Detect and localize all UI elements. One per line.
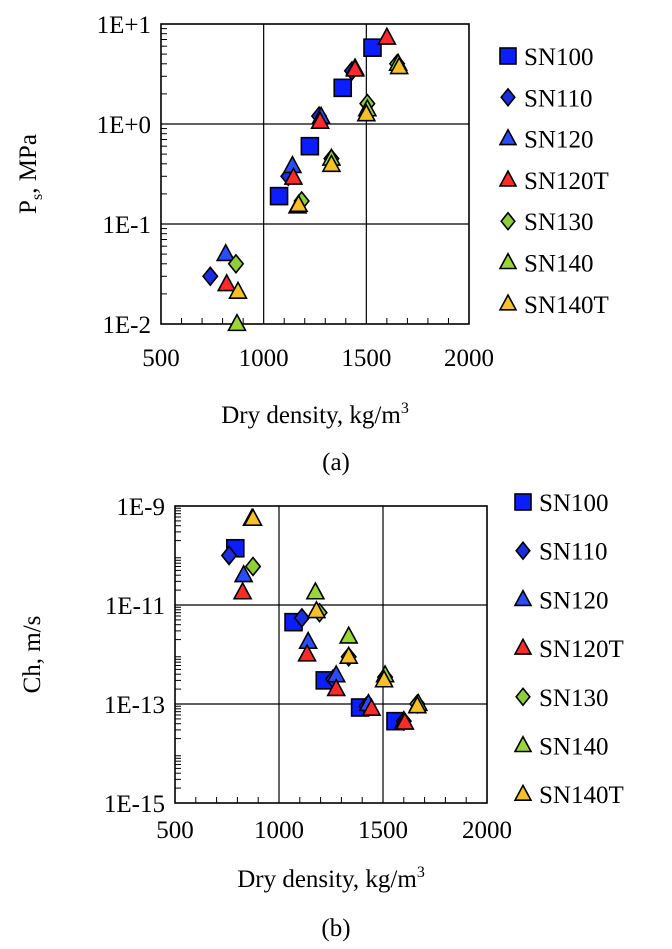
legend-marker-sn140: [513, 735, 533, 753]
legend-marker-sn100: [514, 493, 532, 511]
legend-label-sn120: SN120: [539, 587, 608, 614]
data-point-sn140t: [407, 695, 428, 714]
chart-a: 500 1000 1500 2000 1E-2 1E-1 1E+0 1E+1 Dry densi…: [15, 12, 609, 476]
legend-label-sn120t: SN120T: [524, 168, 609, 195]
data-point-sn100: [333, 78, 353, 98]
x-axis-label-text: Dry density, kg/m: [221, 402, 401, 429]
y-axis-label: Ch, m/s: [19, 616, 46, 694]
x-tick-label: 1500: [341, 345, 391, 372]
x-tick-label: 1500: [358, 817, 408, 844]
data-point-sn100: [300, 136, 320, 156]
data-point-sn140t: [374, 669, 394, 688]
data-point-sn140t: [389, 56, 410, 75]
data-point-sn140t: [228, 280, 248, 299]
data-point-sn110: [293, 607, 311, 629]
legend-marker-sn140t: [513, 783, 533, 802]
legend-label-sn110: SN110: [539, 539, 608, 566]
legend-label-sn140t: SN140T: [524, 292, 609, 319]
x-axis-label: Dry density, kg/m3: [221, 400, 409, 429]
chart-b: 500 1000 1500 2000 1E-15 1E-13 1E-11 1E-9 Dry de…: [19, 490, 624, 942]
y-tick-label: 1E+0: [97, 112, 151, 139]
data-point-sn140t: [243, 507, 263, 527]
data-point-sn140: [338, 625, 359, 644]
panel-caption: (b): [321, 915, 350, 942]
data-point-sn120t: [216, 273, 237, 292]
x-tick-label: 1000: [239, 345, 289, 372]
data-point-sn140t: [321, 153, 342, 173]
y-tick-label: 1E-13: [104, 692, 165, 719]
legend-marker-sn120t: [513, 637, 533, 655]
legend-label-sn100: SN100: [524, 44, 593, 71]
data-point-sn140t: [306, 600, 327, 619]
data-point-sn140t: [338, 645, 359, 664]
data-point-sn120t: [361, 697, 382, 716]
data-point-sn120: [233, 564, 254, 583]
legend-label-sn100: SN100: [539, 490, 608, 517]
y-tick-label: 1E-2: [102, 312, 151, 339]
legend-label-sn110: SN110: [524, 85, 593, 112]
legend-marker-sn100: [499, 47, 517, 65]
data-point-sn110: [202, 266, 219, 287]
y-tick-label: 1E-15: [104, 791, 165, 818]
legend-marker-sn120t: [498, 169, 518, 187]
data-point-sn120t: [310, 110, 330, 130]
legend-marker-sn130: [515, 687, 531, 707]
data-point-sn120t: [345, 58, 365, 77]
x-tick-label: 2000: [444, 345, 494, 372]
data-point-sn120: [215, 243, 236, 262]
data-point-sn120t: [283, 166, 304, 185]
y-axis-label: Ps, MPa: [15, 134, 46, 214]
x-axis-label-text: Dry density, kg/m: [237, 866, 417, 893]
x-tick-label: 2000: [462, 817, 512, 844]
data-point-sn120t: [394, 711, 415, 730]
legend-marker-sn140: [498, 252, 518, 270]
y-axis-label-sub: s: [29, 194, 46, 200]
legend-label-sn120t: SN120T: [539, 636, 624, 663]
data-point-sn130: [244, 556, 262, 577]
plot-area: [174, 505, 488, 804]
data-point-sn140t: [288, 193, 309, 213]
data-point-sn120t: [232, 581, 253, 600]
legend-label-sn140: SN140: [539, 734, 608, 761]
legend-label-sn140t: SN140T: [539, 782, 624, 809]
legend-marker-sn110: [515, 541, 531, 561]
plot-area: [160, 23, 470, 325]
legend-marker-sn120: [498, 128, 518, 146]
legend-label-sn120: SN120: [524, 127, 593, 154]
legend-marker-sn130: [500, 211, 516, 231]
x-axis-label: Dry density, kg/m3: [237, 864, 425, 893]
x-tick-label: 500: [156, 817, 194, 844]
y-tick-label: 1E+1: [97, 12, 151, 39]
y-tick-label: 1E-1: [102, 212, 151, 239]
panel-caption: (a): [322, 449, 350, 476]
data-point-sn120t: [326, 678, 347, 697]
legend-label-sn130: SN130: [539, 685, 608, 712]
data-point-sn120t: [377, 26, 397, 45]
y-axis-label-text: P: [15, 200, 42, 214]
data-point-sn140t: [356, 103, 377, 122]
data-point-sn110: [220, 545, 238, 566]
legend: SN100 SN110 SN120 SN120T SN130 SN140 SN140T: [498, 44, 609, 319]
data-point-sn100: [363, 38, 382, 57]
y-tick-label: 1E-11: [105, 593, 165, 620]
data-point-sn130: [227, 253, 245, 274]
y-tick-label: 1E-9: [116, 494, 165, 521]
legend: SN100 SN110 SN120 SN120T SN130 SN140 SN140T: [513, 490, 624, 809]
x-axis-label-sup: 3: [417, 864, 425, 881]
legend-label-sn140: SN140: [524, 251, 593, 278]
x-tick-label: 1000: [254, 817, 304, 844]
data-point-sn120t: [297, 643, 317, 662]
y-axis-label-text: Ch, m/s: [19, 616, 46, 694]
y-axis-label-rest: , MPa: [15, 134, 42, 194]
x-axis-label-sup: 3: [401, 400, 409, 417]
legend-marker-sn110: [500, 87, 516, 107]
x-tick-label: 500: [142, 345, 180, 372]
legend-marker-sn120: [513, 588, 533, 607]
data-point-sn100: [269, 186, 289, 206]
data-point-sn140: [305, 581, 326, 600]
legend-marker-sn140t: [498, 293, 518, 311]
legend-label-sn130: SN130: [524, 209, 593, 236]
data-point-sn140: [227, 312, 247, 332]
